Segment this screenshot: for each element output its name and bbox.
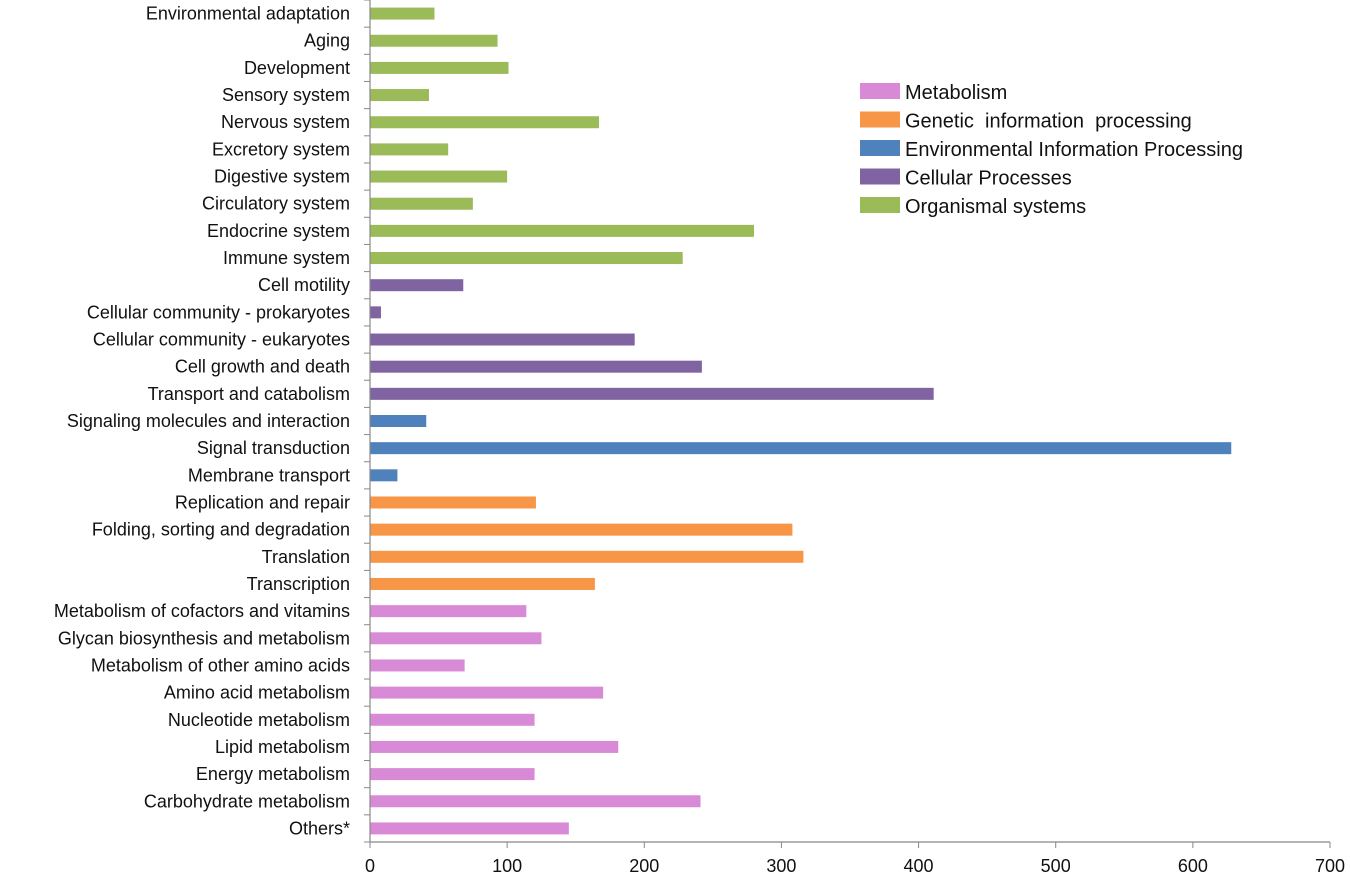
bar-endocrine-system xyxy=(370,224,754,237)
bar-cellular-community-prokaryotes xyxy=(370,306,381,319)
legend-label-cellular-processes: Cellular Processes xyxy=(905,168,1072,190)
bar-transport-and-catabolism xyxy=(370,387,934,400)
x-tick-label-200: 200 xyxy=(629,856,659,876)
category-label-signaling-molecules-and-interaction: Signaling molecules and interaction xyxy=(67,411,350,431)
category-label-cellular-community-eukaryotes: Cellular community - eukaryotes xyxy=(93,330,350,350)
category-label-endocrine-system: Endocrine system xyxy=(207,221,350,241)
bar-cellular-community-eukaryotes xyxy=(370,333,635,346)
category-label-signal-transduction: Signal transduction xyxy=(197,438,350,458)
legend-label-environmental-information-processing: Environmental Information Processing xyxy=(905,139,1243,161)
category-label-digestive-system: Digestive system xyxy=(214,167,350,187)
category-label-cellular-community-prokaryotes: Cellular community - prokaryotes xyxy=(87,302,350,322)
category-label-carbohydrate-metabolism: Carbohydrate metabolism xyxy=(144,791,350,811)
legend-swatch-environmental-information-processing xyxy=(860,140,900,156)
category-label-membrane-transport: Membrane transport xyxy=(188,465,350,485)
bar-carbohydrate-metabolism xyxy=(370,795,701,808)
category-label-energy-metabolism: Energy metabolism xyxy=(196,764,350,784)
bar-sensory-system xyxy=(370,89,429,102)
category-label-transport-and-catabolism: Transport and catabolism xyxy=(148,384,350,404)
legend-swatch-metabolism xyxy=(860,83,900,99)
legend-swatch-organismal-systems xyxy=(860,197,900,213)
bar-circulatory-system xyxy=(370,197,473,210)
bar-lipid-metabolism xyxy=(370,740,619,753)
category-label-excretory-system: Excretory system xyxy=(212,139,350,159)
bars-layer xyxy=(370,7,1232,835)
category-label-metabolism-of-cofactors-and-vitamins: Metabolism of cofactors and vitamins xyxy=(54,601,350,621)
x-tick-label-0: 0 xyxy=(365,856,375,876)
legend-swatch-cellular-processes xyxy=(860,168,900,185)
x-tick-label-300: 300 xyxy=(766,856,796,876)
bar-glycan-biosynthesis-and-metabolism xyxy=(370,632,542,645)
bar-metabolism-of-other-amino-acids xyxy=(370,659,465,672)
legend-label-metabolism: Metabolism xyxy=(905,82,1007,104)
category-label-amino-acid-metabolism: Amino acid metabolism xyxy=(164,683,350,703)
category-label-others: Others* xyxy=(289,818,350,838)
bar-energy-metabolism xyxy=(370,768,535,781)
category-label-transcription: Transcription xyxy=(247,574,350,594)
x-tick-label-400: 400 xyxy=(904,856,934,876)
category-label-circulatory-system: Circulatory system xyxy=(202,194,350,214)
bar-signaling-molecules-and-interaction xyxy=(370,415,427,427)
category-labels: Environmental adaptation Aging Development… xyxy=(54,4,350,839)
bar-membrane-transport xyxy=(370,469,398,482)
bar-environmental-adaptation xyxy=(370,7,435,20)
bar-excretory-system xyxy=(370,143,449,156)
bar-cell-motility xyxy=(370,279,464,292)
bar-signal-transduction xyxy=(370,442,1232,455)
bar-nucleotide-metabolism xyxy=(370,713,535,726)
category-label-metabolism-of-other-amino-acids: Metabolism of other amino acids xyxy=(91,655,350,675)
legend-label-genetic-information-processing: Genetic information processing xyxy=(905,111,1192,133)
legend-label-organismal-systems: Organismal systems xyxy=(905,196,1086,218)
x-tick-label-500: 500 xyxy=(1041,856,1071,876)
category-label-aging: Aging xyxy=(304,31,350,51)
bar-folding-sorting-and-degradation xyxy=(370,523,793,536)
bar-cell-growth-and-death xyxy=(370,360,702,373)
bar-transcription xyxy=(370,577,595,590)
x-tick-label-600: 600 xyxy=(1178,856,1208,876)
bar-digestive-system xyxy=(370,170,508,183)
bar-translation xyxy=(370,550,804,563)
x-axis-ticks: 0 100 200 300 400 500 600 700 xyxy=(365,842,1345,876)
x-tick-label-100: 100 xyxy=(492,856,522,876)
category-label-glycan-biosynthesis-and-metabolism: Glycan biosynthesis and metabolism xyxy=(58,628,350,648)
category-label-replication-and-repair: Replication and repair xyxy=(175,492,350,512)
category-label-cell-motility: Cell motility xyxy=(258,275,350,295)
category-label-environmental-adaptation: Environmental adaptation xyxy=(146,4,350,24)
bar-immune-system xyxy=(370,252,683,265)
category-label-immune-system: Immune system xyxy=(223,248,350,268)
category-label-translation: Translation xyxy=(262,547,350,567)
category-label-nervous-system: Nervous system xyxy=(221,112,350,132)
legend: Metabolism Genetic information processing… xyxy=(860,82,1243,218)
bar-nervous-system xyxy=(370,116,600,129)
category-label-sensory-system: Sensory system xyxy=(222,85,350,105)
category-label-lipid-metabolism: Lipid metabolism xyxy=(215,737,350,757)
bar-metabolism-of-cofactors-and-vitamins xyxy=(370,605,527,618)
bar-replication-and-repair xyxy=(370,496,536,509)
bar-development xyxy=(370,61,509,74)
category-label-folding-sorting-and-degradation: Folding, sorting and degradation xyxy=(92,520,350,540)
bar-amino-acid-metabolism xyxy=(370,686,604,699)
x-tick-label-700: 700 xyxy=(1315,856,1345,876)
category-label-development: Development xyxy=(244,58,350,78)
bar-others xyxy=(370,822,569,835)
bar-aging xyxy=(370,34,498,47)
legend-swatch-genetic-information-processing xyxy=(860,111,900,128)
axes xyxy=(364,0,1330,843)
category-label-cell-growth-and-death: Cell growth and death xyxy=(175,357,350,377)
category-label-nucleotide-metabolism: Nucleotide metabolism xyxy=(168,710,350,730)
